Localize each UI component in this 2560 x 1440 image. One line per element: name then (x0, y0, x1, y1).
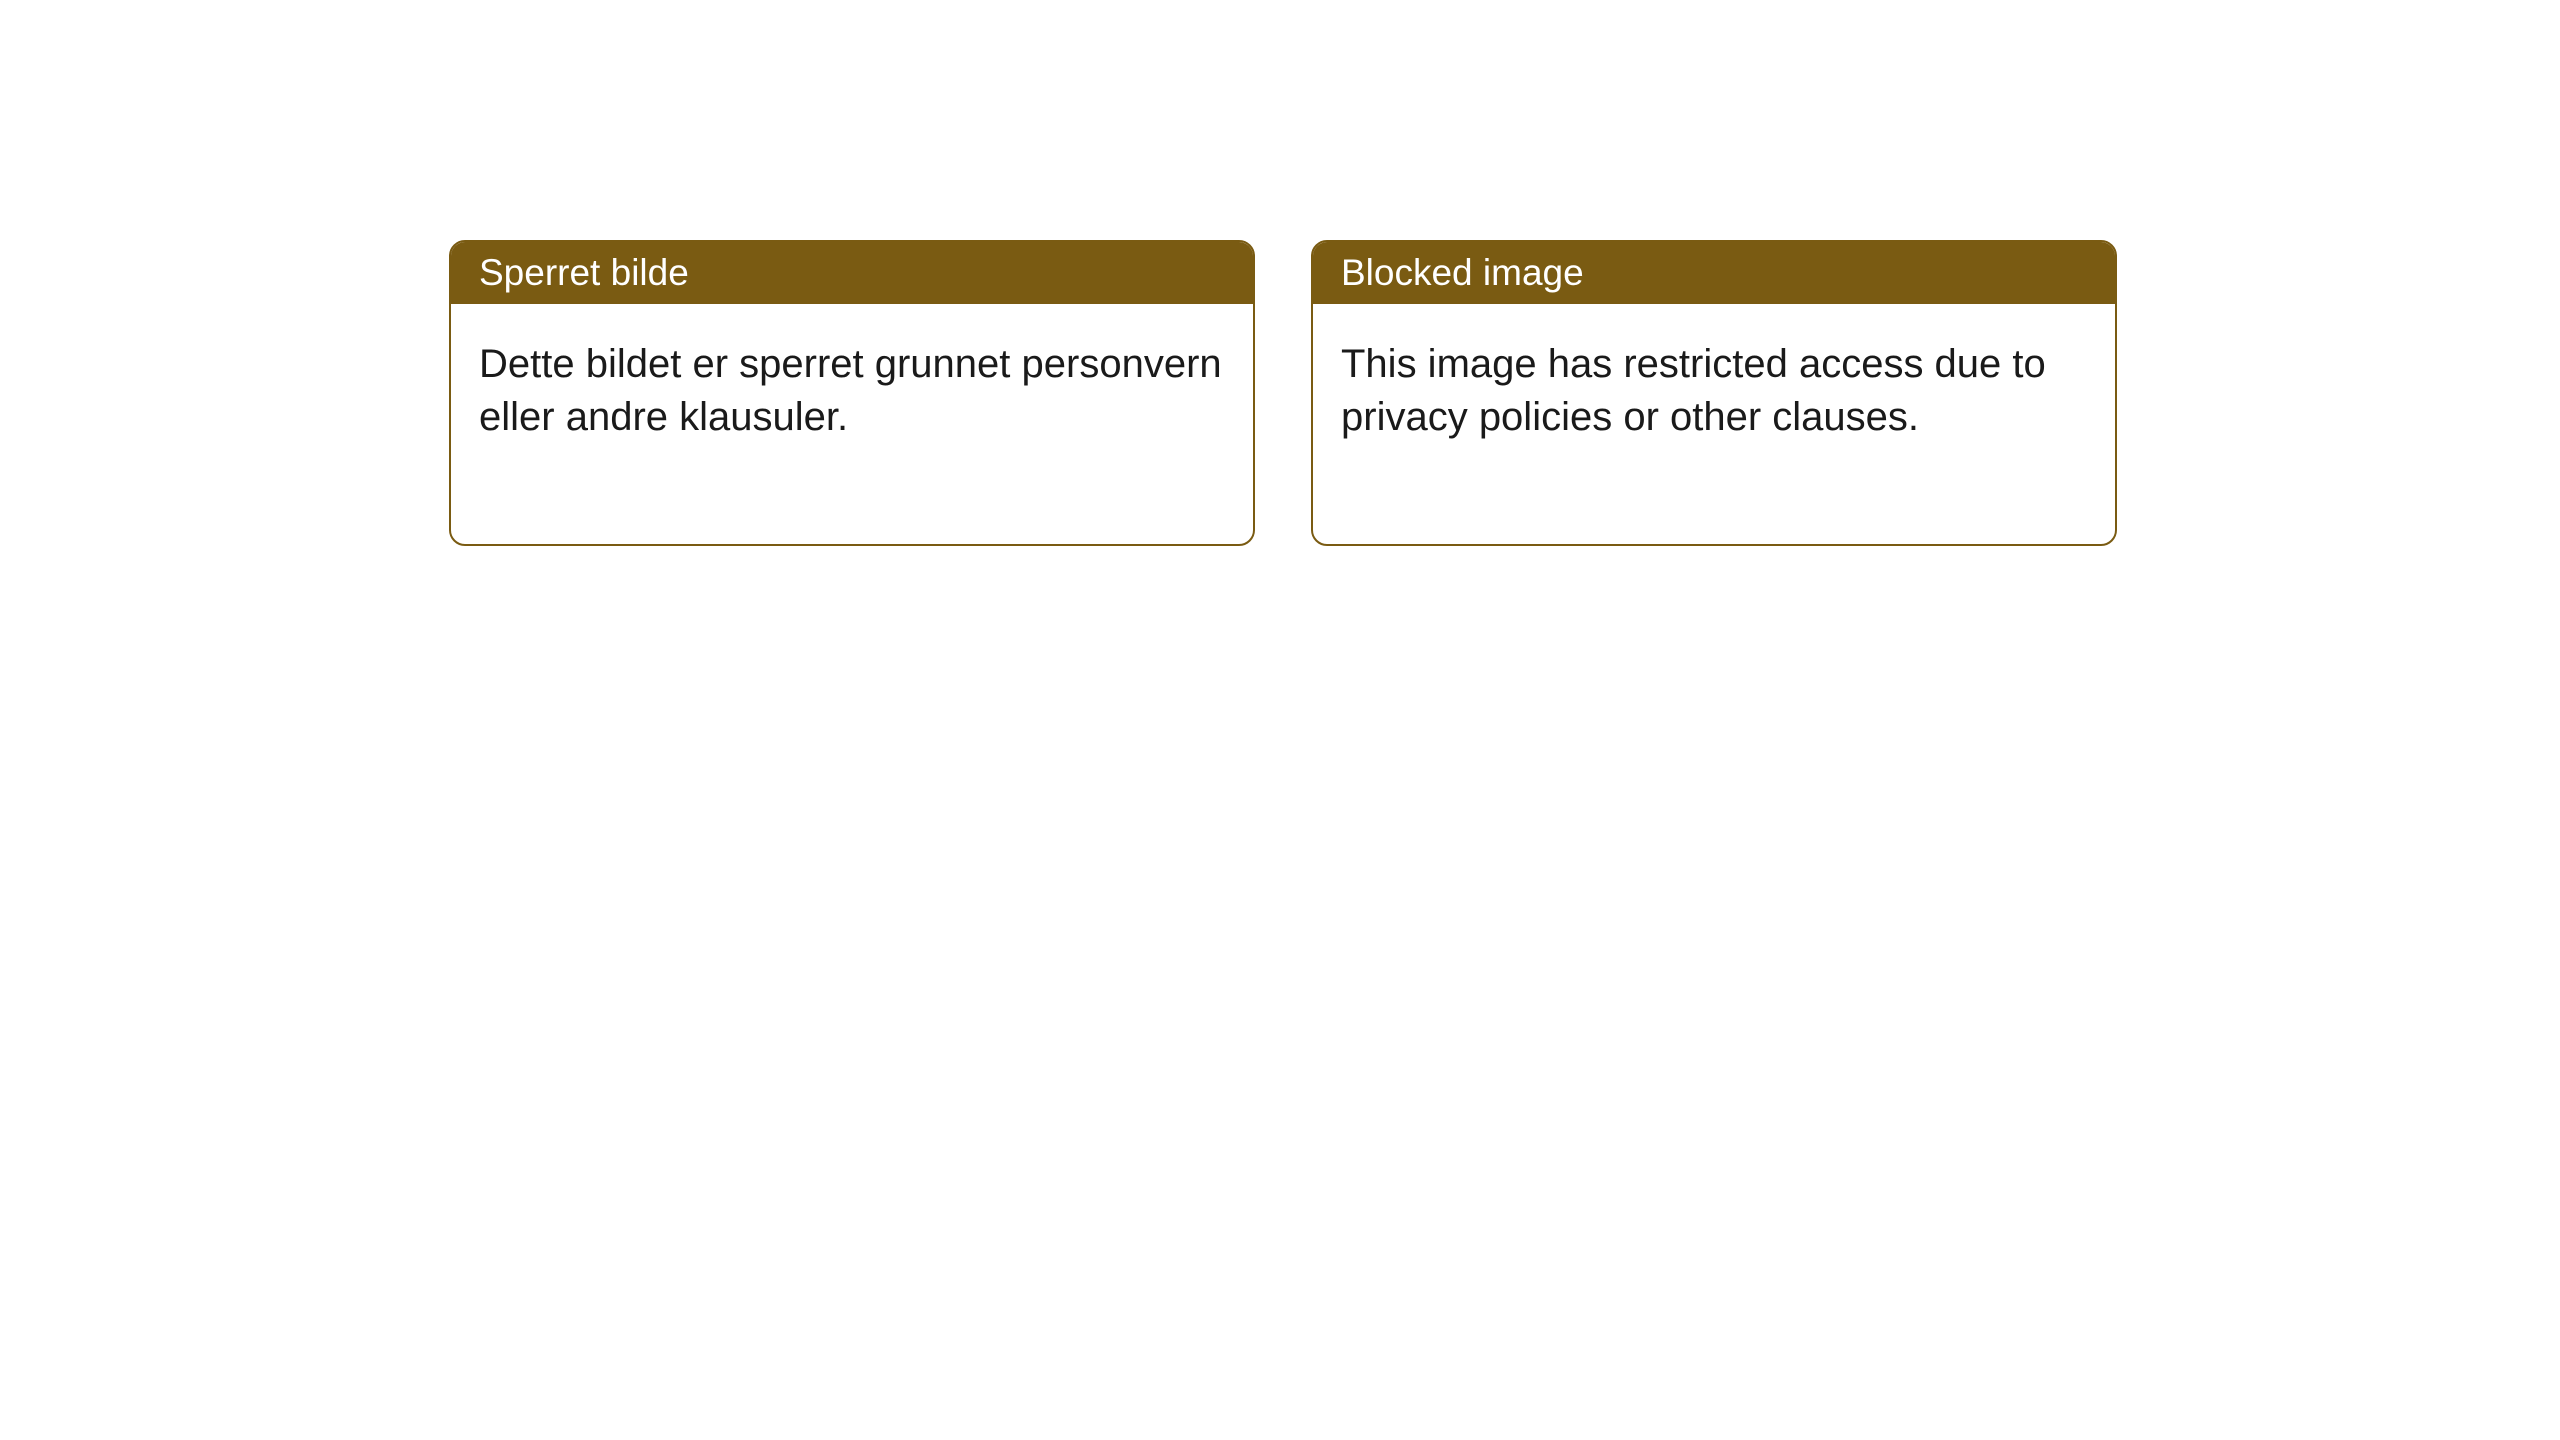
notice-title: Sperret bilde (479, 252, 689, 293)
notice-card-no: Sperret bilde Dette bildet er sperret gr… (449, 240, 1255, 546)
notice-card-body: Dette bildet er sperret grunnet personve… (451, 304, 1253, 544)
notice-card-en: Blocked image This image has restricted … (1311, 240, 2117, 546)
notice-card-header: Sperret bilde (451, 242, 1253, 304)
notice-card-body: This image has restricted access due to … (1313, 304, 2115, 544)
notice-container: Sperret bilde Dette bildet er sperret gr… (449, 240, 2117, 546)
notice-body-text: Dette bildet er sperret grunnet personve… (479, 342, 1222, 439)
notice-title: Blocked image (1341, 252, 1584, 293)
notice-card-header: Blocked image (1313, 242, 2115, 304)
notice-body-text: This image has restricted access due to … (1341, 342, 2046, 439)
